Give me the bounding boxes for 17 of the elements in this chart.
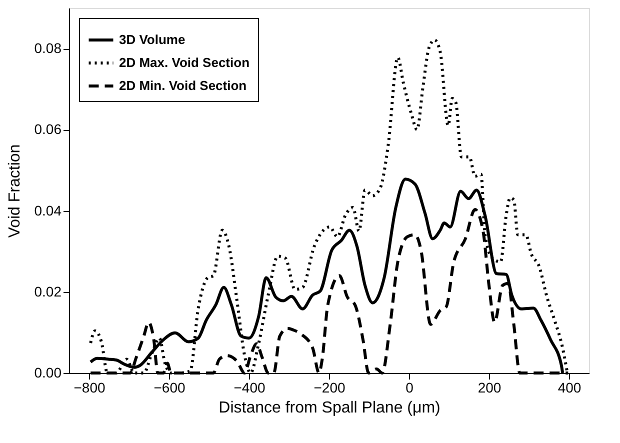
legend-label: 2D Max. Void Section <box>119 55 250 70</box>
x-tick-label: 200 <box>478 380 502 396</box>
y-tick-label: 0.08 <box>34 40 62 56</box>
y-tick-label: 0.00 <box>34 364 62 380</box>
x-tick-label: −400 <box>234 380 266 396</box>
y-tick-label: 0.06 <box>34 121 62 138</box>
x-tick-label: 0 <box>406 380 414 396</box>
x-tick-label: 400 <box>558 380 582 396</box>
x-tick-label: −800 <box>74 380 106 396</box>
x-tick-label: −200 <box>314 380 346 396</box>
y-tick-label: 0.04 <box>34 202 62 218</box>
legend-label: 3D Volume <box>119 32 186 47</box>
y-tick-label: 0.02 <box>34 283 62 300</box>
y-axis-title: Void Fraction <box>6 144 24 238</box>
legend-label: 2D Min. Void Section <box>119 78 247 93</box>
x-tick-label: −600 <box>154 380 186 396</box>
x-axis-title: Distance from Spall Plane (μm) <box>218 400 440 416</box>
